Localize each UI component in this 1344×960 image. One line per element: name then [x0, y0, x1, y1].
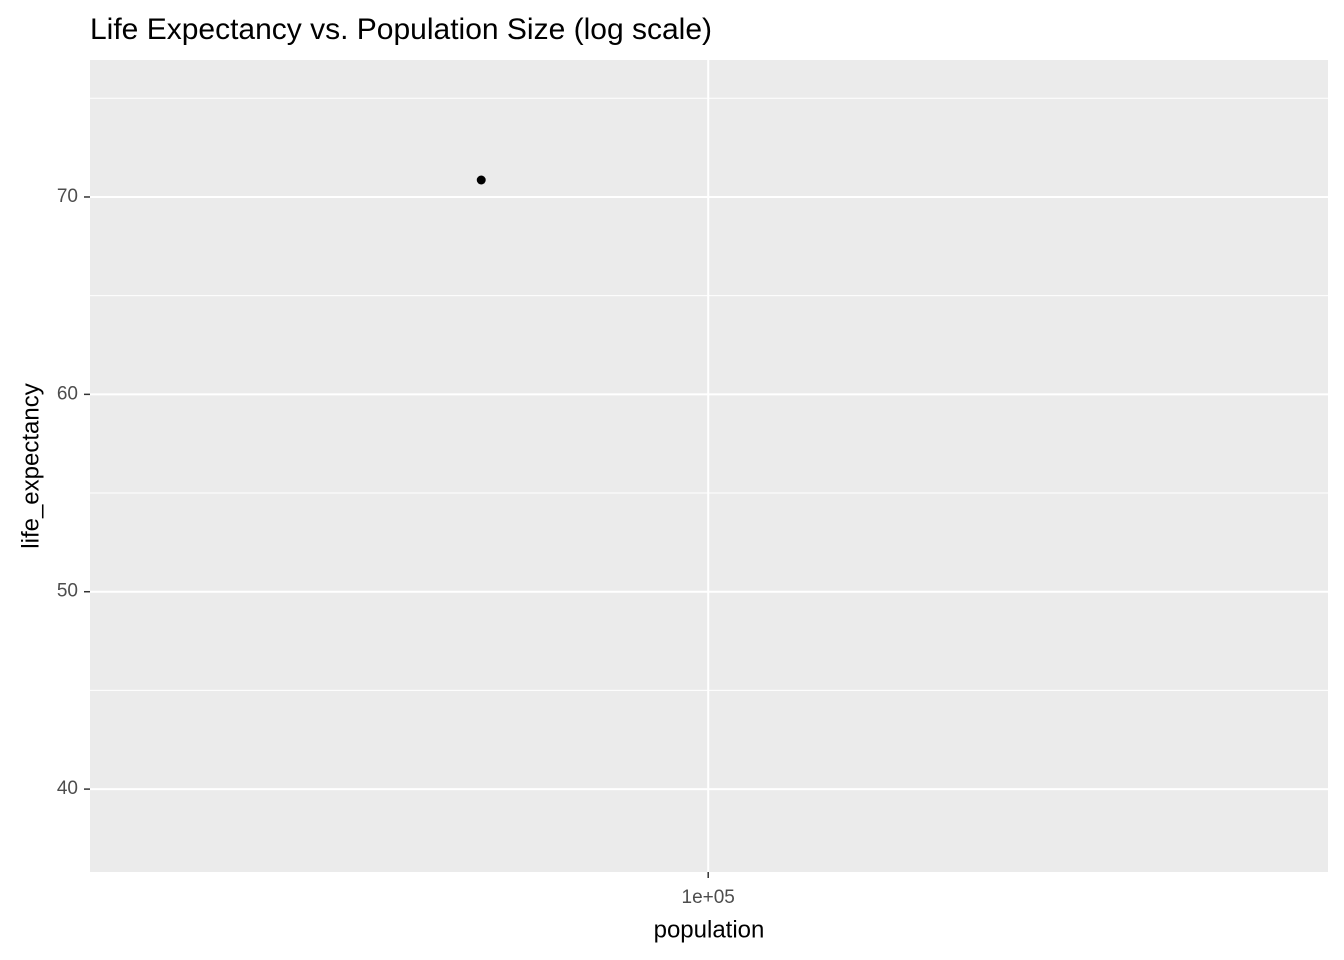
x-axis-title: population: [654, 916, 765, 943]
y-tick-label: 50: [57, 581, 78, 602]
x-tick-label: 1e+05: [682, 887, 735, 908]
point: [476, 175, 486, 185]
chart-title: Life Expectancy vs. Population Size (log…: [90, 13, 712, 46]
y-axis-title: life_expectancy: [17, 383, 44, 548]
y-tick-label: 70: [57, 186, 78, 207]
y-tick-label: 40: [57, 778, 78, 799]
y-tick-label: 60: [57, 383, 78, 404]
